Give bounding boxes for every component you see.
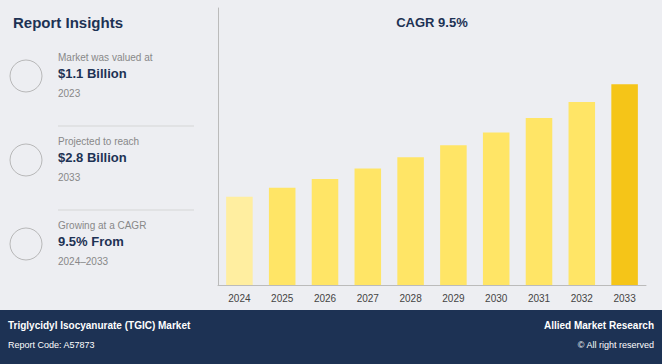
svg-text:Allied Market Research: Allied Market Research <box>544 320 654 331</box>
svg-text:Market was valued at: Market was valued at <box>58 52 153 63</box>
svg-text:2032: 2032 <box>571 293 594 304</box>
svg-text:2024: 2024 <box>228 293 251 304</box>
svg-text:Report Code: A57873: Report Code: A57873 <box>8 340 95 350</box>
svg-text:Growing at a CAGR: Growing at a CAGR <box>58 220 146 231</box>
svg-text:2026: 2026 <box>314 293 337 304</box>
svg-text:© All right reserved: © All right reserved <box>578 340 654 350</box>
svg-text:2023: 2023 <box>58 88 81 99</box>
svg-text:2024–2033: 2024–2033 <box>58 256 108 267</box>
svg-text:Report Insights: Report Insights <box>13 14 123 31</box>
svg-text:2033: 2033 <box>58 172 81 183</box>
svg-text:$1.1 Billion: $1.1 Billion <box>58 66 127 81</box>
svg-text:2025: 2025 <box>271 293 294 304</box>
svg-text:2030: 2030 <box>485 293 508 304</box>
svg-text:2031: 2031 <box>528 293 551 304</box>
svg-text:2027: 2027 <box>357 293 380 304</box>
svg-text:Projected to reach: Projected to reach <box>58 136 139 147</box>
svg-text:Triglycidyl Isocyanurate (TGIC: Triglycidyl Isocyanurate (TGIC) Market <box>8 320 191 331</box>
svg-text:2033: 2033 <box>613 293 636 304</box>
svg-text:$2.8 Billion: $2.8 Billion <box>58 150 127 165</box>
svg-text:CAGR 9.5%: CAGR 9.5% <box>396 15 468 30</box>
svg-text:2028: 2028 <box>399 293 422 304</box>
svg-text:9.5% From: 9.5% From <box>58 234 124 249</box>
svg-text:2029: 2029 <box>442 293 465 304</box>
